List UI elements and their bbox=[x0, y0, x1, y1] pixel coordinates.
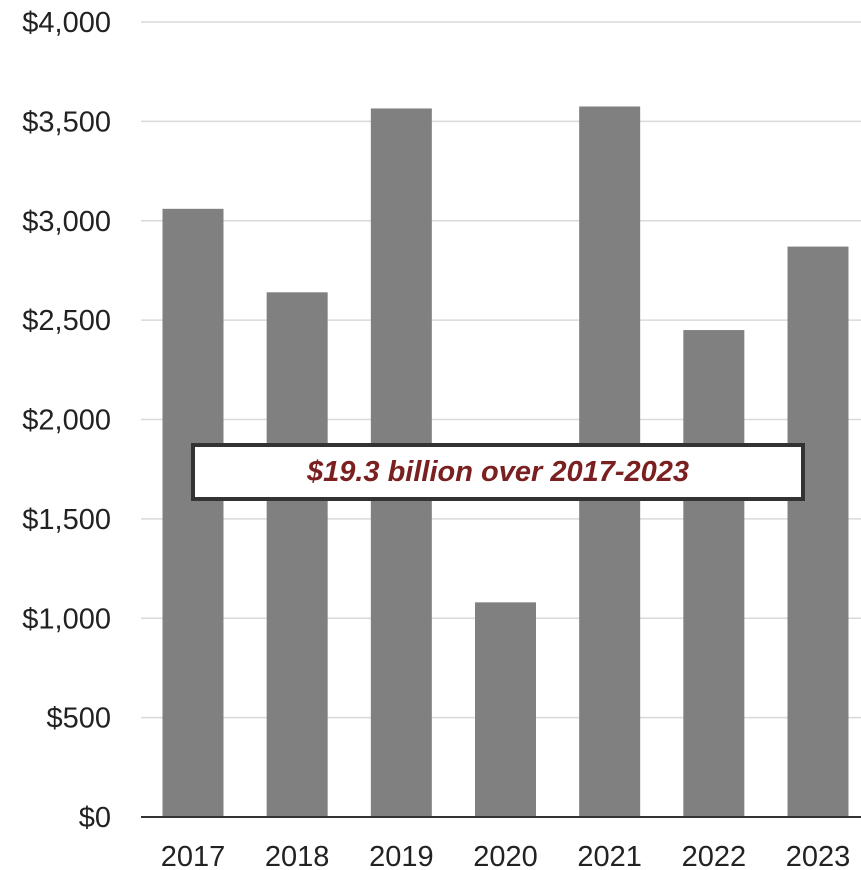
x-tick-label: 2022 bbox=[682, 841, 747, 870]
bar-2017 bbox=[162, 208, 224, 817]
bars bbox=[162, 106, 849, 818]
x-tick-label: 2023 bbox=[786, 841, 851, 870]
x-tick-label: 2017 bbox=[161, 841, 226, 870]
y-tick-label: $3,000 bbox=[22, 206, 111, 238]
y-tick-label: $0 bbox=[79, 802, 111, 834]
gridlines bbox=[141, 21, 861, 719]
y-tick-label: $2,500 bbox=[22, 305, 111, 337]
x-tick-label: 2021 bbox=[577, 841, 642, 870]
y-tick-label: $1,500 bbox=[22, 504, 111, 536]
y-axis-tick-labels: $0 $500 $1,000 $1,500 $2,000 $2,500 $3,000 $3,5… bbox=[22, 7, 111, 834]
x-axis-tick-labels: 2017 2018 2019 2020 2021 2022 2023 bbox=[161, 841, 851, 870]
annotation-box: $19.3 billion over 2017-2023 bbox=[191, 443, 805, 501]
y-tick-label: $4,000 bbox=[22, 7, 111, 39]
x-tick-label: 2018 bbox=[265, 841, 330, 870]
bar-2020 bbox=[475, 602, 536, 817]
bar-2022 bbox=[683, 330, 745, 817]
y-tick-label: $1,000 bbox=[22, 603, 111, 635]
x-tick-label: 2019 bbox=[369, 841, 434, 870]
y-tick-label: $500 bbox=[46, 703, 111, 735]
y-tick-label: $2,000 bbox=[22, 405, 111, 437]
y-tick-label: $3,500 bbox=[22, 106, 111, 138]
x-tick-label: 2020 bbox=[473, 841, 538, 870]
bar-2018 bbox=[266, 292, 328, 817]
annotation-text: $19.3 billion over 2017-2023 bbox=[306, 455, 690, 488]
bar-2023 bbox=[787, 246, 849, 817]
